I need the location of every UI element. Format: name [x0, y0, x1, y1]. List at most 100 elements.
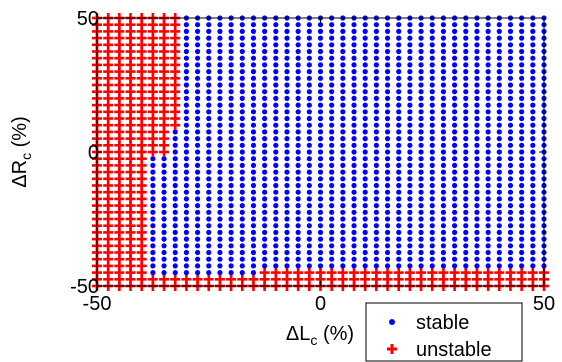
stable-point	[250, 182, 257, 189]
stable-point	[183, 162, 189, 168]
stable-point	[284, 89, 290, 95]
stable-point	[496, 156, 502, 162]
stable-point	[384, 95, 391, 101]
stable-point	[463, 142, 469, 148]
stable-point	[373, 149, 379, 155]
stable-point	[474, 156, 480, 162]
stable-point	[507, 22, 514, 28]
stable-point	[530, 229, 536, 235]
stable-point	[262, 122, 268, 128]
stable-point	[452, 189, 458, 195]
stable-point	[273, 62, 279, 68]
stable-point	[172, 189, 178, 195]
legend-dot-icon	[389, 319, 395, 325]
stable-point	[373, 209, 379, 215]
stable-point	[496, 216, 502, 222]
stable-point	[463, 122, 469, 128]
stable-point	[429, 229, 435, 235]
stable-point	[194, 109, 201, 115]
stable-point	[396, 162, 402, 168]
stable-point	[262, 28, 268, 34]
stable-point	[474, 243, 480, 249]
stable-point	[407, 196, 413, 202]
stable-point	[206, 129, 212, 135]
stable-point	[317, 55, 324, 61]
stable-point	[474, 256, 480, 262]
unstable-point	[438, 267, 449, 278]
stable-point	[262, 182, 268, 189]
stable-point	[206, 109, 212, 115]
stable-point	[396, 22, 402, 28]
stable-point	[172, 243, 178, 249]
stable-point	[418, 249, 424, 256]
stable-point	[463, 75, 469, 81]
stable-point	[440, 263, 447, 269]
stable-point	[239, 270, 245, 276]
stable-point	[452, 263, 458, 269]
stable-point	[228, 129, 234, 135]
stable-point	[295, 129, 301, 135]
stable-point	[284, 129, 290, 135]
unstable-point	[281, 267, 292, 278]
stable-point	[452, 48, 458, 55]
unstable-point	[371, 267, 382, 278]
stable-point	[396, 256, 402, 262]
stable-point	[306, 156, 312, 162]
stable-point	[496, 69, 502, 75]
stable-point	[317, 109, 324, 115]
stable-point	[284, 95, 290, 101]
stable-point	[396, 69, 402, 75]
stable-point	[373, 122, 379, 128]
stable-point	[317, 82, 324, 88]
y-axis-label: ΔRc (%)	[9, 116, 34, 187]
stable-point	[284, 203, 290, 209]
stable-point	[373, 229, 379, 235]
stable-point	[384, 176, 391, 182]
stable-point	[284, 249, 290, 256]
stable-point	[384, 162, 391, 168]
stable-point	[317, 129, 324, 135]
stable-point	[463, 243, 469, 249]
stable-point	[384, 229, 391, 235]
stable-point	[217, 48, 223, 55]
stable-point	[194, 142, 201, 148]
stable-point	[250, 249, 257, 256]
stable-point	[474, 69, 480, 75]
stable-point	[262, 223, 268, 229]
stable-point	[217, 115, 223, 122]
stable-point	[262, 55, 268, 61]
stable-point	[340, 189, 346, 195]
stable-point	[206, 35, 212, 41]
stable-point	[463, 169, 469, 175]
stable-point	[474, 122, 480, 128]
stable-point	[418, 209, 424, 215]
stable-point	[396, 42, 402, 48]
stable-point	[250, 62, 257, 68]
stable-point	[485, 216, 491, 222]
stable-point	[317, 95, 324, 101]
stable-point	[396, 249, 402, 256]
stable-point	[340, 256, 346, 262]
stable-point	[474, 89, 480, 95]
stable-point	[161, 256, 167, 262]
stable-point	[306, 109, 312, 115]
unstable-point	[427, 267, 438, 278]
stable-point	[340, 229, 346, 235]
stable-point	[306, 216, 312, 222]
stable-point	[284, 176, 290, 182]
stable-point	[194, 22, 201, 28]
stable-point	[429, 169, 435, 175]
stable-point	[273, 95, 279, 101]
stable-point	[295, 236, 301, 242]
unstable-point	[170, 274, 181, 285]
stable-point	[306, 48, 312, 55]
stable-point	[239, 102, 245, 108]
stable-point	[396, 129, 402, 135]
stable-point	[418, 102, 424, 108]
stable-point	[183, 223, 189, 229]
stable-point	[340, 223, 346, 229]
stable-point	[384, 35, 391, 41]
unstable-point	[237, 274, 248, 285]
stable-point	[373, 22, 379, 28]
stable-point	[194, 42, 201, 48]
